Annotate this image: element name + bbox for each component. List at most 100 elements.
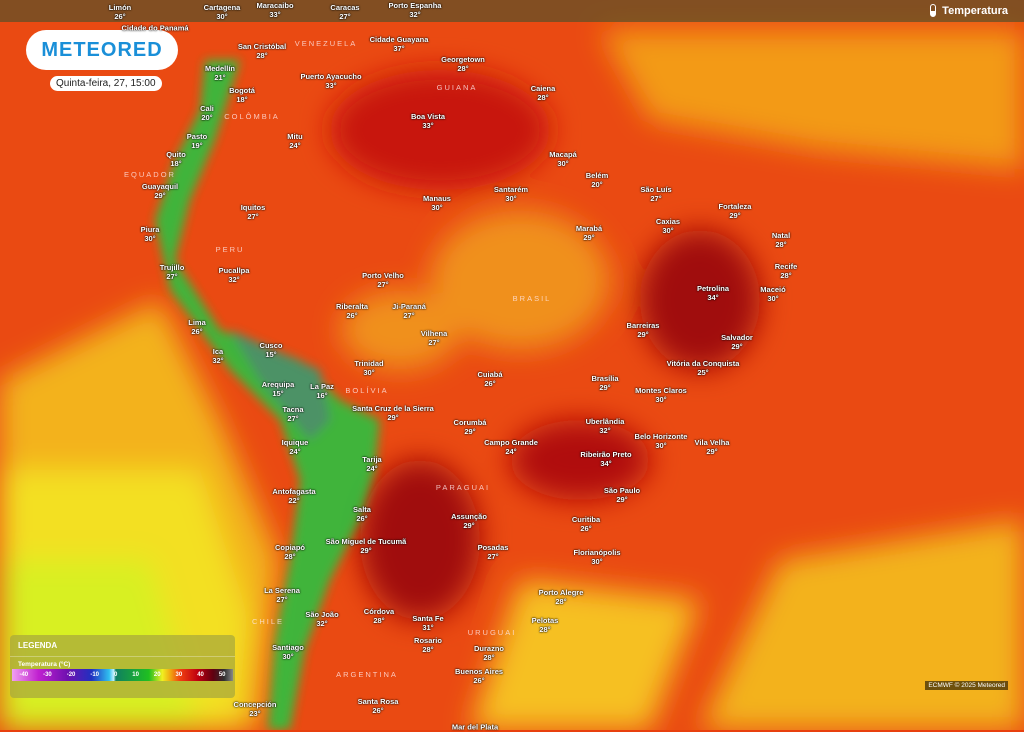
city-marker[interactable]: Concepción 23° [234, 700, 277, 718]
city-marker[interactable]: Medellín 21° [205, 64, 235, 82]
city-marker[interactable]: Arequipa 15° [262, 380, 295, 398]
city-name: Boa Vista [410, 112, 446, 121]
city-marker[interactable]: Brasília 29° [591, 374, 618, 392]
city-marker[interactable]: Maracaibo 33° [256, 1, 293, 19]
city-marker[interactable]: Posadas 27° [478, 543, 509, 561]
city-marker[interactable]: Petrolina 34° [697, 284, 729, 302]
city-temperature: 26° [473, 676, 485, 685]
city-marker[interactable]: Porto Espanha 32° [389, 1, 442, 19]
city-marker[interactable]: Maceió 30° [760, 285, 785, 303]
legend-panel[interactable]: LEGENDA Temperatura (°C) -40 -30 -20 -10… [10, 635, 235, 698]
city-name: Barreiras [626, 321, 660, 330]
layer-selector-temperature[interactable]: Temperatura [930, 4, 1008, 17]
city-marker[interactable]: Guayaquil 29° [142, 182, 178, 200]
city-marker[interactable]: Cidade do Panamá [121, 24, 188, 33]
city-marker[interactable]: La Serena 27° [264, 586, 300, 604]
city-marker[interactable]: Pasto 19° [187, 132, 207, 150]
city-marker[interactable]: São Miguel de Tucumã 29° [326, 537, 407, 555]
city-marker[interactable]: Campo Grande 24° [484, 438, 538, 456]
city-marker[interactable]: São Luís 27° [640, 185, 671, 203]
city-temperature: 29° [360, 546, 372, 555]
city-marker[interactable]: Trujillo 27° [160, 263, 185, 281]
city-marker[interactable]: La Paz 16° [310, 382, 334, 400]
city-marker[interactable]: Marabá 29° [576, 224, 602, 242]
city-marker[interactable]: São Paulo 29° [604, 486, 640, 504]
city-marker[interactable]: Pelotas 28° [532, 616, 559, 634]
city-marker[interactable]: Santiago 30° [272, 643, 304, 661]
data-credit: ECMWF © 2025 Meteored [925, 681, 1008, 690]
city-marker[interactable]: Limón 26° [109, 3, 132, 21]
meteored-logo[interactable]: METEORED [26, 30, 178, 70]
city-marker[interactable]: Riberalta 26° [336, 302, 368, 320]
city-marker[interactable]: Santa Cruz de la Sierra 29° [352, 404, 434, 422]
city-marker[interactable]: Barreiras 29° [627, 321, 660, 339]
city-marker[interactable]: Curitiba 26° [572, 515, 600, 533]
city-marker[interactable]: Salta 26° [353, 505, 371, 523]
city-marker[interactable]: Florianópolis 30° [573, 548, 620, 566]
city-marker[interactable]: Natal 28° [772, 231, 790, 249]
city-marker[interactable]: Cuiabá 26° [477, 370, 502, 388]
city-marker[interactable]: Iquique 24° [282, 438, 309, 456]
city-marker[interactable]: Ribeirão Preto 34° [580, 450, 631, 468]
city-marker[interactable]: Boa Vista 33° [411, 112, 445, 130]
city-marker[interactable]: Vitória da Conquista 25° [667, 359, 740, 377]
city-marker[interactable]: Salvador 29° [721, 333, 753, 351]
city-marker[interactable]: Tarija 24° [362, 455, 381, 473]
city-marker[interactable]: Belo Horizonte 30° [635, 432, 688, 450]
city-name: Cidade Guayana [369, 35, 429, 44]
city-marker[interactable]: Porto Velho 27° [362, 271, 404, 289]
city-marker[interactable]: Buenos Aires 26° [455, 667, 503, 685]
city-marker[interactable]: São João 32° [305, 610, 338, 628]
city-marker[interactable]: San Cristóbal 28° [238, 42, 286, 60]
city-marker[interactable]: Tacna 27° [282, 405, 303, 423]
city-marker[interactable]: Caiena 28° [531, 84, 556, 102]
city-marker[interactable]: Mar del Plata [452, 723, 498, 732]
city-marker[interactable]: Ica 32° [212, 347, 223, 365]
city-marker[interactable]: Copiapó 28° [275, 543, 305, 561]
city-marker[interactable]: Quito 18° [166, 150, 186, 168]
city-marker[interactable]: Montes Claros 30° [635, 386, 687, 404]
city-marker[interactable]: Assunção 29° [451, 512, 487, 530]
city-marker[interactable]: Antofagasta 22° [272, 487, 315, 505]
city-marker[interactable]: Recife 28° [775, 262, 798, 280]
city-temperature: 29° [731, 342, 743, 351]
city-marker[interactable]: Trinidad 30° [354, 359, 383, 377]
city-marker[interactable]: Cali 20° [200, 104, 214, 122]
city-marker[interactable]: Porto Alegre 28° [539, 588, 584, 606]
city-marker[interactable]: Ji-Paraná 27° [392, 302, 426, 320]
city-marker[interactable]: Córdova 28° [364, 607, 394, 625]
city-marker[interactable]: Caxias 30° [656, 217, 680, 235]
city-marker[interactable]: Pucallpa 32° [219, 266, 250, 284]
city-marker[interactable]: Lima 26° [188, 318, 206, 336]
city-name: Ji-Paraná [392, 302, 426, 311]
city-marker[interactable]: Santa Rosa 26° [358, 697, 399, 715]
city-marker[interactable]: Santarém 30° [494, 185, 528, 203]
forecast-datetime[interactable]: Quinta-feira, 27, 15:00 [50, 76, 162, 91]
city-marker[interactable]: Iquitos 27° [241, 203, 266, 221]
city-marker[interactable]: Corumbá 29° [454, 418, 487, 436]
city-marker[interactable]: Rosario 28° [414, 636, 442, 654]
city-marker[interactable]: Durazno 28° [474, 644, 504, 662]
city-marker[interactable]: Belém 20° [586, 171, 609, 189]
city-marker[interactable]: Cidade Guayana 37° [370, 35, 429, 53]
city-marker[interactable]: Macapá 30° [549, 150, 577, 168]
city-temperature: 27° [287, 414, 299, 423]
city-marker[interactable]: Piura 30° [141, 225, 160, 243]
city-marker[interactable]: Puerto Ayacucho 33° [300, 72, 361, 90]
city-name: Vila Velha [694, 438, 730, 447]
city-marker[interactable]: Santa Fe 31° [412, 614, 443, 632]
city-marker[interactable]: Vilhena 27° [421, 329, 448, 347]
city-marker[interactable]: Mitu 24° [287, 132, 302, 150]
city-marker[interactable]: Cusco 15° [260, 341, 283, 359]
city-marker[interactable]: Cartagena 30° [204, 3, 241, 21]
city-marker[interactable]: Fortaleza 29° [719, 202, 752, 220]
city-marker[interactable]: Vila Velha 29° [695, 438, 730, 456]
city-marker[interactable]: Manaus 30° [423, 194, 451, 212]
city-marker[interactable]: Uberlândia 32° [586, 417, 625, 435]
city-marker[interactable]: Georgetown 28° [441, 55, 485, 73]
city-name: Antofagasta [272, 487, 316, 496]
city-marker[interactable]: Caracas 27° [330, 3, 359, 21]
city-marker[interactable]: Bogotá 18° [229, 86, 255, 104]
city-temperature: 28° [483, 653, 495, 662]
